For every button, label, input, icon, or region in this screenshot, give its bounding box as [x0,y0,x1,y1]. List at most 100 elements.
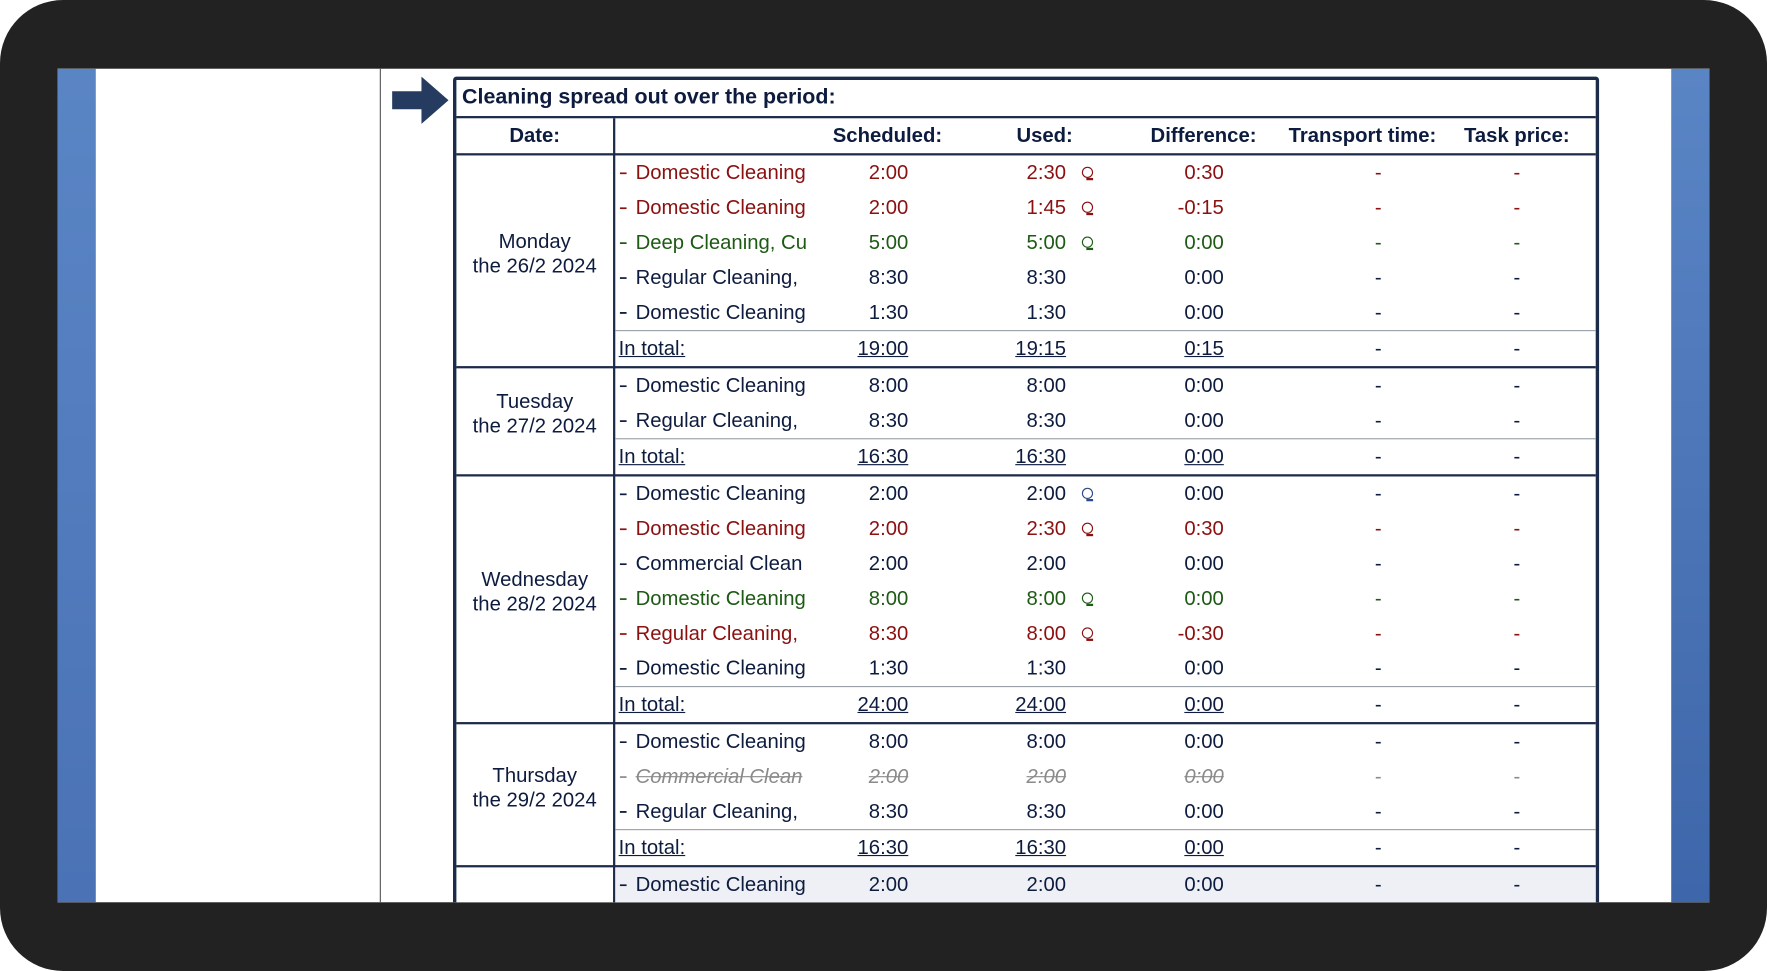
time-icon [1081,166,1094,178]
price: - [1513,408,1521,432]
used: 19:15 [1015,336,1067,360]
price: - [1513,444,1521,468]
rule [615,686,1596,688]
task-name: Domestic Cleaning [635,482,806,505]
task-name: Domestic Cleaning [635,373,806,397]
date: the 26/2 2024 [472,254,597,277]
bullet [619,563,627,566]
time-icon [1081,236,1094,248]
difference: 0:30 [1184,517,1224,540]
header-difference: Difference: [1150,123,1257,147]
time-icon [1081,522,1094,534]
task-name: Regular Cleaning, [635,408,798,432]
bullet [619,277,627,279]
header-scheduled: Scheduled: [832,123,943,147]
used: 24:00 [1015,692,1067,716]
scheduled: 19:00 [857,336,909,360]
transport: - [1374,551,1382,575]
price: - [1513,621,1521,645]
transport: - [1374,729,1382,753]
time-icon [1081,201,1094,213]
used: 2:30 [1026,161,1067,184]
scheduled: 2:00 [868,196,909,219]
bullet [619,811,627,813]
used: 8:30 [1026,799,1067,823]
scheduled: 8:00 [868,586,909,610]
rule [456,116,1596,119]
rule [615,330,1596,332]
rule [456,153,1596,156]
bullet [619,741,627,744]
task-name: Domestic Cleaning [635,872,806,896]
transport: - [1374,835,1382,859]
bullet [619,172,627,175]
scheduled: 16:30 [857,444,909,468]
side-bar-left [57,68,96,903]
scheduled: 8:30 [868,799,909,823]
transport: - [1374,161,1382,184]
time-icon [1081,592,1094,604]
used: 8:00 [1026,621,1067,645]
difference: 0:00 [1184,551,1224,575]
difference: 0:00 [1184,656,1224,680]
used: 5:00 [1026,230,1067,254]
price: - [1513,729,1521,753]
scheduled: 1:30 [868,656,909,680]
task-name: Domestic Cleaning [635,196,806,219]
price: - [1513,482,1521,505]
used: 2:00 [1026,764,1067,788]
used: 8:00 [1026,373,1067,397]
task-name: Commercial Clean [635,551,803,575]
difference: 0:00 [1184,373,1224,397]
scheduled: 2:00 [868,764,909,788]
used: 2:00 [1026,551,1067,575]
bullet [619,493,627,496]
bullet [619,312,627,314]
bullet [619,242,627,244]
header-used: Used: [1016,123,1073,147]
rule [456,474,1596,477]
price: - [1513,336,1521,360]
weekday: Tuesday [496,389,574,413]
rule [456,865,1596,868]
transport: - [1374,621,1382,645]
bullet [619,420,627,422]
header-price: Task price: [1464,123,1570,147]
price: - [1513,656,1521,680]
difference: 0:00 [1184,230,1224,254]
date: the 27/2 2024 [472,414,597,438]
price: - [1513,551,1521,575]
bullet [619,884,627,887]
task-name: Domestic Cleaning [635,586,806,610]
difference: 0:30 [1184,161,1224,184]
scheduled: 16:30 [857,835,909,859]
weekday: Thursday [492,763,577,786]
screen: Cleaning spread out over the period: Date… [57,68,1710,903]
bullet [619,207,627,210]
time-icon [1081,487,1094,500]
header-date: Date: [509,123,561,147]
transport: - [1374,265,1382,289]
price: - [1513,835,1521,859]
rule [1086,638,1094,641]
header-transport: Transport time: [1288,123,1437,147]
price: - [1513,799,1521,823]
page: Cleaning spread out over the period: Date… [57,68,1710,903]
transport: - [1374,517,1382,540]
scheduled: 8:00 [868,729,909,753]
difference: 0:00 [1184,444,1224,468]
transport: - [1374,196,1382,219]
transport: - [1374,692,1382,716]
task-name: Domestic Cleaning [635,300,806,324]
weekday: Monday [498,229,571,252]
weekday: Wednesday [481,567,589,591]
transport: - [1374,300,1382,324]
rule [1086,247,1094,250]
used: 2:30 [1026,517,1067,540]
price: - [1513,265,1521,289]
used: 1:30 [1026,300,1067,324]
task-name: Domestic Cleaning [635,729,806,753]
transport: - [1374,482,1382,505]
difference: 0:00 [1184,300,1224,324]
